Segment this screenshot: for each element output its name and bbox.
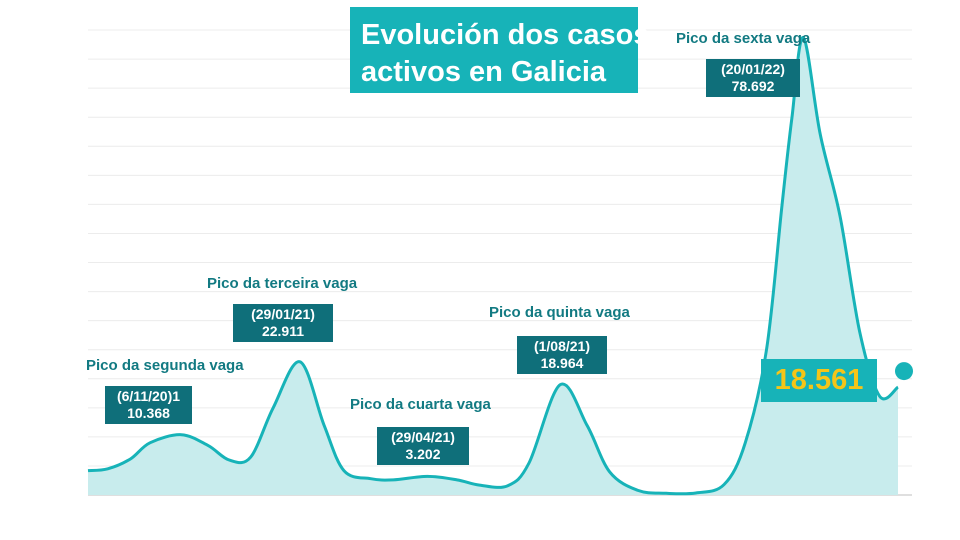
peak-box-second-wave: (6/11/20)1 10.368 — [105, 386, 192, 424]
peak-value-third-wave: 22.911 — [261, 323, 305, 339]
peak-value-sixth-wave: 78.692 — [731, 78, 775, 94]
peak-value-second-wave: 10.368 — [127, 405, 170, 421]
current-value-marker — [895, 362, 913, 381]
title-line-1: Evolución dos casos — [361, 19, 650, 51]
peak-box-fourth-wave: (29/04/21) 3.202 — [377, 427, 469, 465]
peak-box-third-wave: (29/01/21) 22.911 — [233, 304, 333, 342]
title-line-2: activos en Galicia — [361, 56, 607, 88]
peak-value-fourth-wave: 3.202 — [405, 446, 441, 462]
peak-date-third-wave: (29/01/21) — [251, 306, 315, 322]
peak-label-fifth-wave: Pico da quinta vaga — [489, 304, 630, 321]
peak-date-fourth-wave: (29/04/21) — [391, 429, 455, 445]
current-value-label: 18.561 — [761, 359, 877, 402]
peak-label-sixth-wave: Pico da sexta vaga — [676, 30, 811, 47]
peak-box-fifth-wave: (1/08/21) 18.964 — [517, 336, 607, 374]
peak-date-fifth-wave: (1/08/21) — [533, 338, 591, 354]
peak-label-second-wave: Pico da segunda vaga — [86, 357, 244, 374]
chart-title: Evolución dos casos activos en Galicia — [350, 7, 650, 93]
series-line — [87, 36, 899, 496]
peak-label-fourth-wave: Pico da cuarta vaga — [350, 396, 491, 413]
series-area — [88, 37, 898, 495]
peak-date-second-wave: (6/11/20)1 — [116, 388, 181, 404]
peak-label-third-wave: Pico da terceira vaga — [207, 275, 358, 292]
peak-box-sixth-wave: (20/01/22) 78.692 — [706, 59, 800, 97]
peak-value-fifth-wave: 18.964 — [540, 355, 584, 371]
peak-date-sixth-wave: (20/01/22) — [721, 61, 785, 77]
